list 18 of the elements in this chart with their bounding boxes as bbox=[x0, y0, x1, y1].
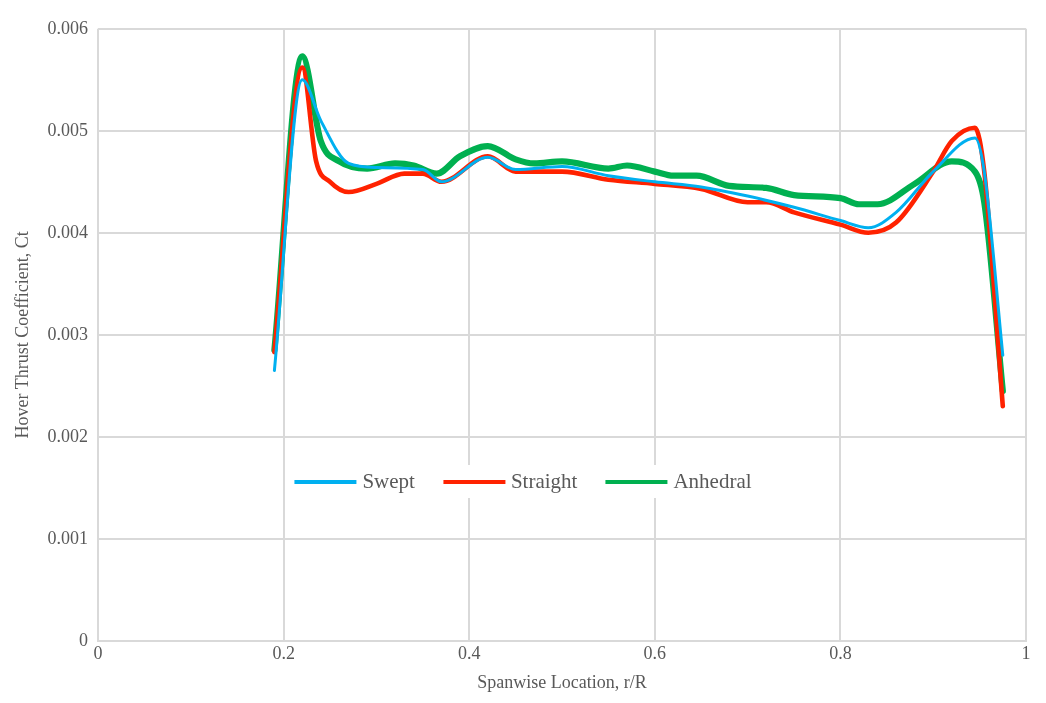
x-tick-label: 1 bbox=[1021, 643, 1031, 664]
y-tick-label: 0.005 bbox=[47, 119, 89, 140]
x-tick-label: 0.6 bbox=[643, 643, 667, 664]
y-tick-label: 0.004 bbox=[47, 221, 89, 242]
legend-label: Anhedral bbox=[673, 469, 752, 494]
x-tick-label: 0.8 bbox=[829, 643, 852, 664]
y-tick-label: 0.001 bbox=[47, 527, 89, 548]
x-axis-title: Spanwise Location, r/R bbox=[477, 671, 647, 692]
x-tick-label: 0 bbox=[93, 643, 103, 664]
x-tick-label: 0.4 bbox=[458, 643, 481, 664]
y-tick-label: 0.006 bbox=[47, 17, 89, 38]
y-tick-label: 0.003 bbox=[47, 323, 89, 344]
legend-label: Straight bbox=[510, 469, 578, 494]
y-axis-title: Hover Thrust Coefficient, Ct bbox=[11, 231, 32, 439]
y-tick-label: 0.002 bbox=[47, 425, 89, 446]
x-tick-label: 0.2 bbox=[272, 643, 295, 664]
legend-label: Swept bbox=[362, 469, 415, 494]
y-tick-label: 0 bbox=[79, 629, 89, 650]
